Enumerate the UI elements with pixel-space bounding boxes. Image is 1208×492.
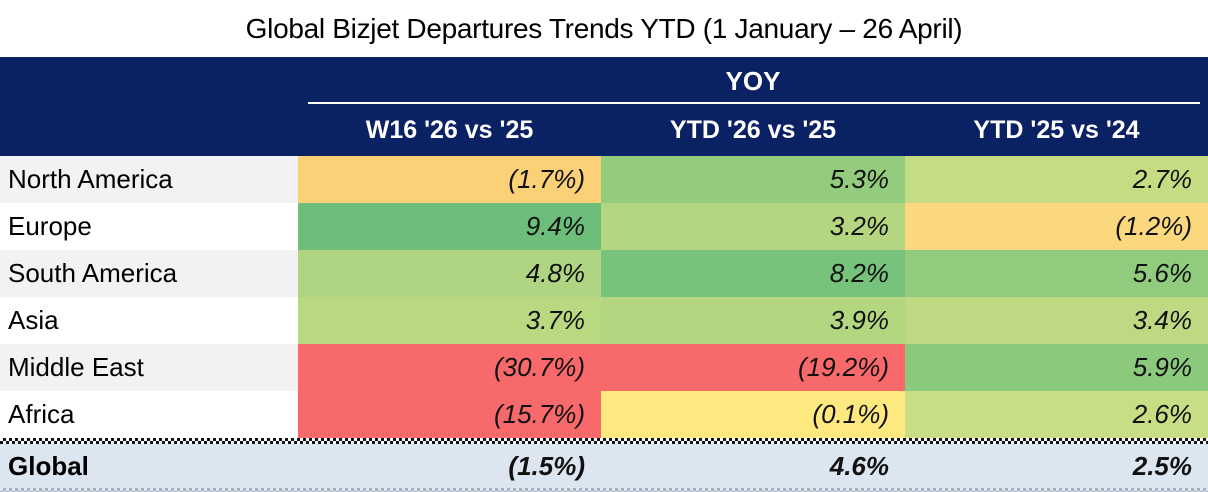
region-label: Africa bbox=[0, 391, 298, 438]
region-label: Asia bbox=[0, 297, 298, 344]
value-cell-global: (1.5%) bbox=[508, 450, 585, 481]
value-cell-global: 4.6% bbox=[829, 450, 889, 481]
value-cell: 4.8% bbox=[298, 250, 601, 297]
table-row: Africa (15.7%) (0.1%) 2.6% bbox=[0, 391, 1208, 438]
column-header: YTD '26 vs '25 bbox=[669, 115, 837, 144]
value-cell: 3.4% bbox=[905, 297, 1208, 344]
column-headers: W16 '26 vs '25 YTD '26 vs '25 YTD '25 vs '… bbox=[298, 104, 1208, 156]
value-cell: 3.2% bbox=[601, 203, 905, 250]
column-header: YTD '25 vs '24 bbox=[973, 115, 1140, 144]
region-label: South America bbox=[0, 250, 298, 297]
value-cell: (19.2%) bbox=[601, 344, 905, 391]
value-cell-global: 2.5% bbox=[1132, 450, 1192, 481]
value-cell: 3.7% bbox=[298, 297, 601, 344]
global-total-row: Global (1.5%) 4.6% 2.5% bbox=[0, 444, 1208, 488]
value-cell: 2.7% bbox=[905, 156, 1208, 203]
value-cell: 5.9% bbox=[905, 344, 1208, 391]
table-row: Europe 9.4% 3.2% (1.2%) bbox=[0, 203, 1208, 250]
value-cell: (30.7%) bbox=[298, 344, 601, 391]
yoy-underline bbox=[308, 102, 1200, 104]
region-label: North America bbox=[0, 156, 298, 203]
value-cell: (1.2%) bbox=[905, 203, 1208, 250]
title-bar: Global Bizjet Departures Trends YTD (1 J… bbox=[0, 0, 1208, 57]
table-body: North America (1.7%) 5.3% 2.7% Europe 9.4% 3.2… bbox=[0, 156, 1208, 438]
group-header-yoy: YOY bbox=[725, 66, 781, 96]
value-cell: (0.1%) bbox=[601, 391, 905, 438]
region-label-global: Global bbox=[8, 450, 89, 481]
value-cell: 2.6% bbox=[905, 391, 1208, 438]
column-header: W16 '26 vs '25 bbox=[365, 115, 534, 144]
region-label: Middle East bbox=[0, 344, 298, 391]
table-row: South America 4.8% 8.2% 5.6% bbox=[0, 250, 1208, 297]
value-cell: 5.6% bbox=[905, 250, 1208, 297]
region-label: Europe bbox=[0, 203, 298, 250]
table-row: Asia 3.7% 3.9% 3.4% bbox=[0, 297, 1208, 344]
table-row: North America (1.7%) 5.3% 2.7% bbox=[0, 156, 1208, 203]
table-header: YOY W16 '26 vs '25 YTD '26 vs '25 YTD '25 … bbox=[0, 57, 1208, 156]
value-cell: 3.9% bbox=[601, 297, 905, 344]
value-cell: 5.3% bbox=[601, 156, 905, 203]
value-cell: (1.7%) bbox=[298, 156, 601, 203]
dashed-divider-top bbox=[0, 438, 1208, 444]
header-yoy-group: YOY W16 '26 vs '25 YTD '26 vs '25 YTD '25 … bbox=[298, 57, 1208, 156]
value-cell: 8.2% bbox=[601, 250, 905, 297]
table-row: Middle East (30.7%) (19.2%) 5.9% bbox=[0, 344, 1208, 391]
dashed-divider-bottom bbox=[0, 488, 1208, 492]
header-corner-spacer bbox=[0, 57, 298, 156]
value-cell: 9.4% bbox=[298, 203, 601, 250]
page-title: Global Bizjet Departures Trends YTD (1 J… bbox=[245, 12, 963, 44]
value-cell: (15.7%) bbox=[298, 391, 601, 438]
